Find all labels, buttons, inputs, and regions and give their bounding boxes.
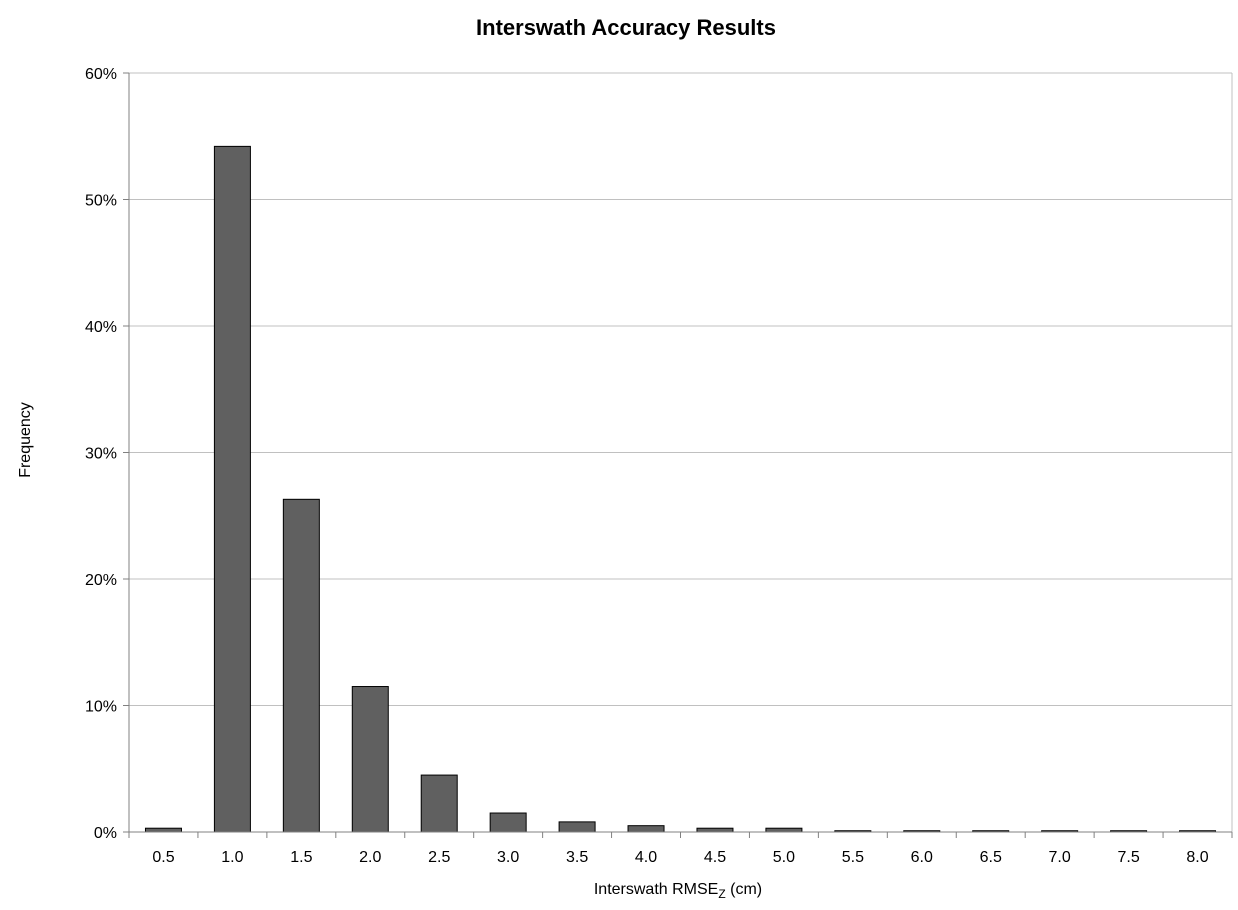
- bar-1.5: [282, 498, 320, 833]
- bar-0.5: [144, 827, 182, 833]
- x-tick-label: 5.5: [842, 849, 864, 866]
- y-tick-label: 50%: [85, 193, 117, 210]
- x-tick-label: 6.0: [911, 849, 933, 866]
- x-tick-label: 2.5: [428, 849, 450, 866]
- y-tick-label: 10%: [85, 699, 117, 716]
- bars: [144, 145, 1217, 833]
- x-tick-label: 6.5: [980, 849, 1002, 866]
- x-axis-label-main: Interswath RMSE: [594, 881, 718, 898]
- y-tick-label: 40%: [85, 319, 117, 336]
- x-tick-label: 7.0: [1049, 849, 1071, 866]
- bar-1.0: [213, 145, 251, 833]
- bar-2.5: [420, 774, 458, 833]
- x-tick-label: 0.5: [152, 849, 174, 866]
- x-axis-label: Interswath RMSEZ (cm): [594, 881, 762, 901]
- x-tick-label: 4.0: [635, 849, 657, 866]
- y-tick-label: 20%: [85, 572, 117, 589]
- x-tick-label: 5.0: [773, 849, 795, 866]
- x-tick-label: 4.5: [704, 849, 726, 866]
- x-tick-labels: 0.5 1.0 1.5 2.0 2.5 3.0 3.5 4.0 4.5 5.0 5.5 6.0 6.5 7…: [152, 849, 1208, 866]
- x-tick-label: 7.5: [1117, 849, 1139, 866]
- bar-4.0: [627, 825, 665, 833]
- bar-2.0: [351, 686, 389, 833]
- x-tick-label: 2.0: [359, 849, 381, 866]
- x-tick-label: 1.0: [221, 849, 243, 866]
- y-tick-label: 60%: [85, 66, 117, 83]
- x-tick-label: 1.5: [290, 849, 312, 866]
- y-tick-label: 30%: [85, 446, 117, 463]
- y-axis-label: Frequency: [17, 402, 34, 478]
- chart-title: Interswath Accuracy Results: [476, 15, 776, 40]
- y-tick-label: 0%: [94, 825, 117, 842]
- x-axis-label-subscript: Z: [718, 887, 725, 901]
- bar-3.5: [558, 821, 596, 833]
- axes: [123, 72, 1233, 838]
- bar-5.0: [765, 827, 803, 833]
- x-tick-label: 3.0: [497, 849, 519, 866]
- x-tick-label: 8.0: [1186, 849, 1208, 866]
- y-tick-labels: 0% 10% 20% 30% 40% 50% 60%: [85, 66, 117, 842]
- bar-3.0: [489, 812, 527, 833]
- x-axis-label-suffix: (cm): [726, 881, 762, 898]
- bar-4.5: [696, 827, 734, 833]
- x-tick-label: 3.5: [566, 849, 588, 866]
